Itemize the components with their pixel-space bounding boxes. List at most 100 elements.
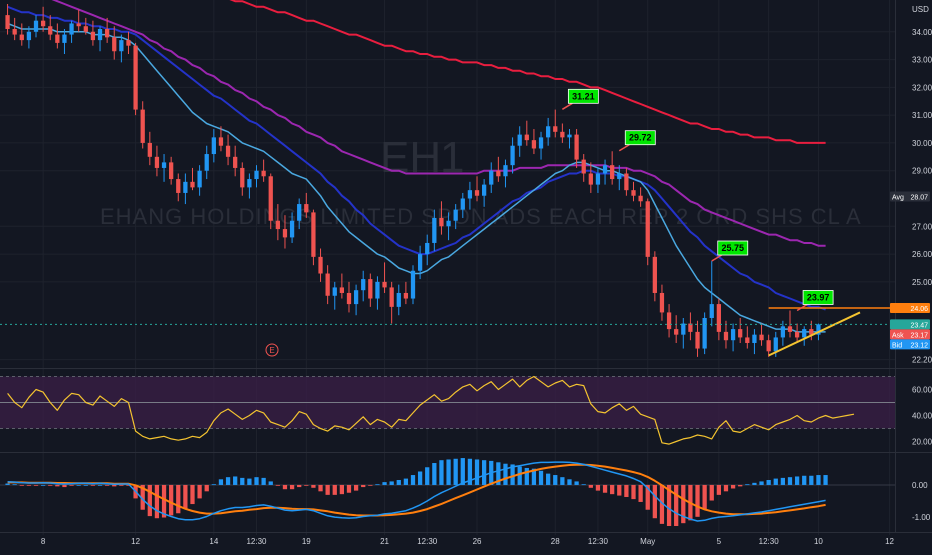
- macd-histogram-bar: [659, 484, 665, 524]
- macd-histogram-bar: [787, 477, 793, 485]
- price-badge-label: Avg: [892, 195, 904, 202]
- candle-body: [154, 156, 160, 168]
- price-badge: [890, 339, 930, 350]
- callouts: 31.21 29.72 25.75 23.97: [561, 88, 834, 312]
- macd-histogram-bar: [709, 484, 714, 501]
- candle-body: [638, 195, 643, 202]
- macd-histogram-bar: [638, 484, 643, 502]
- macd-histogram-bar: [524, 467, 529, 485]
- ema-fast-line: [7, 22, 826, 333]
- macd-histogram-bar: [76, 484, 81, 486]
- macd-histogram-bar: [766, 480, 771, 485]
- price-badge: [890, 191, 930, 202]
- macd-histogram-bar: [574, 481, 579, 485]
- candle-body: [474, 190, 480, 196]
- candle-body: [524, 134, 529, 141]
- macd-histogram-bar: [823, 475, 828, 485]
- support-trendline[interactable]: [768, 311, 861, 357]
- candle-body: [681, 323, 686, 335]
- candle-body: [304, 204, 309, 213]
- macd-histogram-bar: [69, 484, 74, 486]
- candle-body: [133, 45, 138, 110]
- callout-leader: [796, 303, 808, 312]
- macd-histogram-bar: [83, 484, 88, 486]
- candle-body: [617, 173, 622, 180]
- drawings[interactable]: [0, 307, 905, 357]
- macd-pane: [0, 458, 895, 527]
- macd-histogram-bar: [425, 467, 430, 485]
- candle-body: [90, 31, 96, 41]
- candle-body: [97, 29, 103, 41]
- axes: 8 12 14 12:30 19 21 12:30 26 28 12:30 May 5 12:30 10 1…: [41, 28, 932, 546]
- macd-signal-line: [7, 463, 826, 517]
- candle-body: [645, 201, 650, 257]
- candle-body: [147, 142, 152, 157]
- macd-histogram-bar: [211, 484, 216, 486]
- candle-body: [652, 256, 657, 293]
- price-badge-value: 23.17: [910, 332, 928, 339]
- macd-histogram-bar: [190, 484, 195, 505]
- candle-body: [225, 145, 231, 157]
- macd-histogram-bar: [617, 484, 622, 496]
- macd-histogram-bar: [126, 484, 131, 486]
- x-axis-label: 12:30: [759, 537, 780, 546]
- candle-body: [26, 31, 32, 41]
- macd-histogram-bar: [204, 484, 209, 492]
- price-axis-label: 30.00: [912, 139, 932, 148]
- candle-body: [83, 26, 88, 32]
- candle-body: [289, 220, 295, 238]
- x-axis-label: 12:30: [246, 537, 267, 546]
- candle-body: [375, 281, 380, 299]
- candle-body: [382, 281, 387, 288]
- macd-histogram-bar: [225, 477, 231, 485]
- ema-mid-line: [7, 5, 826, 311]
- candle-body: [453, 209, 458, 221]
- price-badge: [890, 329, 930, 340]
- candle-body: [752, 334, 757, 343]
- watermark-symbol-suffix: 1: [440, 133, 464, 182]
- candle-body: [112, 37, 117, 52]
- macd-histogram-bar: [140, 484, 145, 510]
- candle-body: [33, 20, 39, 32]
- candle-body: [297, 204, 302, 221]
- macd-histogram-bar: [346, 484, 352, 493]
- macd-histogram-bar: [268, 481, 273, 485]
- macd-histogram-bar: [624, 484, 629, 497]
- macd-histogram-bar: [602, 484, 608, 493]
- callout-leader: [711, 254, 723, 262]
- macd-histogram-bar: [666, 484, 672, 527]
- candle-body: [695, 331, 700, 349]
- callout-label: 23.97: [807, 292, 830, 302]
- callout-box: [567, 88, 599, 104]
- macd-histogram-bar: [560, 477, 565, 485]
- price-axis-label: 25.00: [912, 278, 932, 287]
- candle-body: [496, 170, 501, 177]
- rsi-axis-label: 40.00: [912, 412, 932, 421]
- earnings-marker-group[interactable]: E: [265, 343, 279, 357]
- macd-histogram-bar: [809, 475, 814, 485]
- macd-histogram-bar: [794, 476, 800, 485]
- watermark-description: EHANG HOLDINGS LIMITED SPON ADS EACH REP…: [100, 204, 862, 229]
- candle-body: [666, 312, 672, 330]
- candle-body: [40, 20, 46, 27]
- price-badge: [890, 302, 930, 313]
- macd-histogram-bar: [652, 484, 657, 519]
- price-axis-label: 26.00: [912, 250, 932, 259]
- macd-histogram-bar: [161, 484, 167, 518]
- earnings-icon[interactable]: [265, 343, 279, 357]
- macd-histogram-bar: [510, 464, 515, 485]
- candle-body: [780, 326, 786, 338]
- candle-body: [595, 173, 601, 185]
- macd-histogram-bar: [517, 466, 522, 485]
- candle-body: [809, 329, 814, 335]
- candle-body: [467, 190, 473, 199]
- macd-histogram-bar: [588, 484, 593, 488]
- macd-histogram-bar: [481, 460, 487, 485]
- macd-histogram-bar: [183, 484, 188, 510]
- callout-box: [624, 130, 656, 146]
- macd-histogram-bar: [105, 484, 110, 486]
- candle-body: [659, 292, 665, 313]
